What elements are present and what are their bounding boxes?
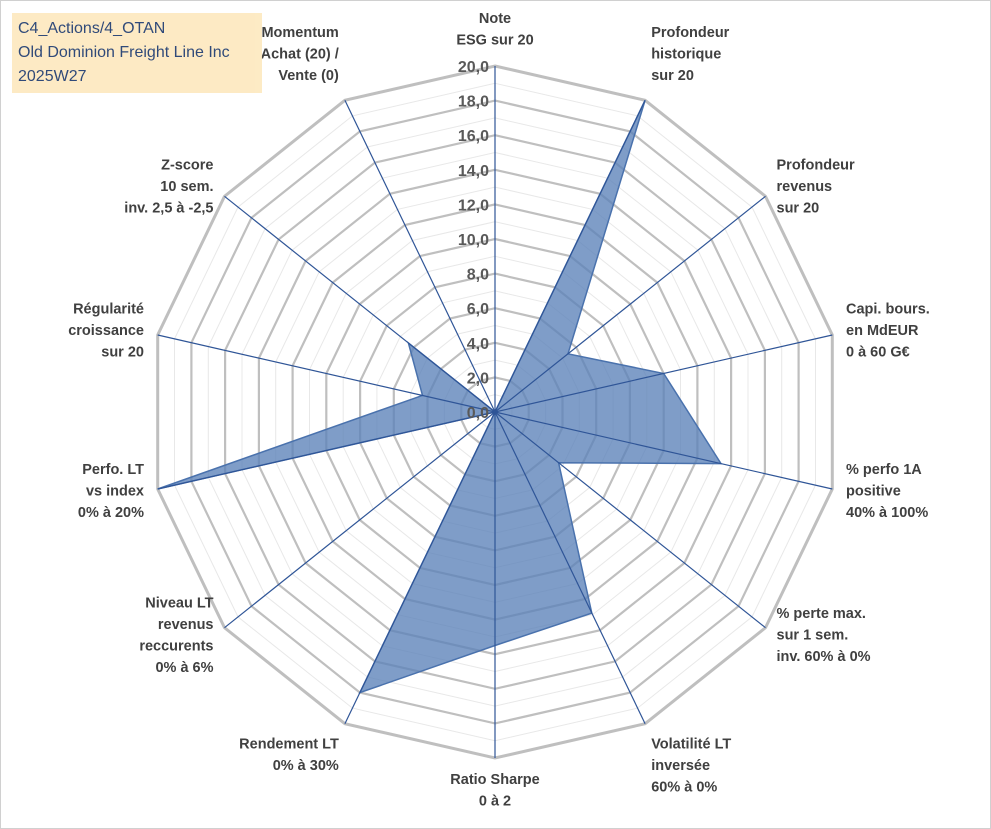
tick-label: 0,0 [467,405,489,422]
chart-header-box: C4_Actions/4_OTAN Old Dominion Freight L… [12,13,262,93]
axis-label: Z-score [161,157,213,173]
axis-label: 0% à 30% [273,758,339,774]
axis-label-group: Momentum Achat (20) / Vente (0) [261,25,339,84]
axis-label: % perfo 1A [846,462,922,478]
axis-label-group: Z-score 10 sem. inv. 2,5 à -2,5 [124,157,213,216]
axis-label: Achat (20) / [261,47,339,63]
spoke-layer [157,66,833,758]
axis-label: revenus [158,617,214,633]
axis-label-group: % perte max. sur 1 sem. inv. 60% à 0% [777,606,871,665]
axis-label-group: Profondeur historique sur 20 [651,25,729,84]
axis-label: reccurents [139,639,213,655]
axis-label: 0 à 2 [479,794,511,810]
axis-label: Ratio Sharpe [450,772,539,788]
axis-label-group: Régularité croissance sur 20 [68,302,144,361]
axis-label: 0% à 20% [78,505,144,521]
axis-label-group: Rendement LT 0% à 30% [239,736,339,774]
axis-label: historique [651,47,721,63]
tick-label: 10,0 [458,232,489,249]
axis-label: 0 à 60 G€ [846,345,910,361]
header-company: Old Dominion Freight Line Inc [18,44,230,61]
axis-label: inv. 60% à 0% [777,649,871,665]
axis-spoke [494,100,646,413]
axis-spoke [494,411,833,490]
axis-label: sur 1 sem. [777,628,849,644]
axis-label: Profondeur [651,25,729,41]
axis-spoke [494,195,766,413]
axis-label: positive [846,483,901,499]
axis-label: Perfo. LT [82,462,144,478]
axis-label-group: Capi. bours. en MdEUR 0 à 60 G€ [846,302,930,361]
axis-label: 40% à 100% [846,505,928,521]
tick-label: 20,0 [458,59,489,76]
axis-label: ESG sur 20 [456,33,533,49]
axis-label: Momentum [261,25,338,41]
axis-label: 60% à 0% [651,779,717,795]
tick-labels: 0,0 2,0 4,0 6,0 8,0 10,0 12,0 14,0 16,0 18,0 20,0 [458,59,489,422]
axis-spoke [224,195,496,413]
axis-label: croissance [68,323,144,339]
tick-label: 6,0 [467,301,489,318]
header-category: C4_Actions/4_OTAN [18,20,166,37]
series-area [157,99,723,694]
axis-label-group: Volatilité LT inversée 60% à 0% [651,736,731,795]
axis-label: sur 20 [651,68,694,84]
axis-label: % perte max. [777,606,866,622]
axis-label-group: % perfo 1A positive 40% à 100% [846,462,928,521]
axis-label: Vente (0) [278,68,339,84]
axis-spoke [494,411,766,629]
axis-spoke [344,100,496,413]
axis-label: sur 20 [101,345,144,361]
axis-label: vs index [86,483,144,499]
tick-label: 12,0 [458,197,489,214]
axis-label-group: Perfo. LT vs index 0% à 20% [78,462,144,521]
axis-label: Rendement LT [239,736,339,752]
axis-label: Capi. bours. [846,302,930,318]
tick-label: 18,0 [458,94,489,111]
axis-spoke [494,334,833,413]
axis-label-group: Note ESG sur 20 [456,11,533,49]
axis-spoke [494,411,646,724]
tick-label: 4,0 [467,336,489,353]
axis-spoke [157,411,496,490]
axis-label: Profondeur [777,157,855,173]
tick-label: 16,0 [458,128,489,145]
axis-spoke [157,334,496,413]
axis-label-group: Niveau LT revenus reccurents 0% à 6% [139,596,213,677]
header-week: 2025W27 [18,68,87,85]
tick-label: 2,0 [467,370,489,387]
axis-label-group: Profondeur revenus sur 20 [777,157,855,216]
axis-label: sur 20 [777,200,820,216]
axis-label: revenus [777,179,833,195]
tick-label: 8,0 [467,267,489,284]
axis-label: 10 sem. [160,179,213,195]
axis-label: inv. 2,5 à -2,5 [124,200,213,216]
axis-label: inversée [651,758,710,774]
axis-label: Note [479,11,511,27]
axis-spoke [224,411,496,629]
axis-label: Régularité [73,302,144,318]
axis-label: Volatilité LT [651,736,731,752]
axis-spoke [344,411,496,724]
axis-label: Niveau LT [145,596,213,612]
axis-labels: Note ESG sur 20 Profondeur historique sur 20… [68,11,930,810]
axis-label: en MdEUR [846,323,919,339]
tick-label: 14,0 [458,163,489,180]
axis-label: 0% à 6% [155,660,213,676]
axis-label-group: Ratio Sharpe 0 à 2 [450,772,539,810]
